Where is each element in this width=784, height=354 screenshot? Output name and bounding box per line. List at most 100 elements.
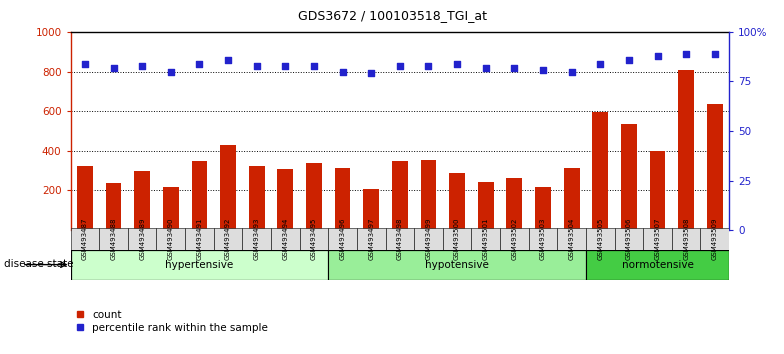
Bar [420, 160, 437, 230]
Bar [615, 228, 643, 250]
Bar [335, 168, 350, 230]
Text: GSM493507: GSM493507 [655, 218, 661, 260]
Text: GSM493491: GSM493491 [197, 218, 202, 260]
Bar [128, 228, 157, 250]
Text: GSM493490: GSM493490 [168, 218, 174, 260]
Bar [100, 228, 128, 250]
Point [336, 69, 349, 74]
Text: GSM493497: GSM493497 [368, 218, 374, 260]
Point [423, 63, 435, 68]
Point [136, 63, 148, 68]
Point [78, 61, 91, 67]
Bar [77, 166, 93, 230]
Bar [306, 163, 321, 230]
Text: GSM493500: GSM493500 [454, 218, 460, 260]
Text: hypertensive: hypertensive [165, 259, 234, 270]
Point [594, 61, 607, 67]
Bar [500, 228, 528, 250]
Bar [220, 145, 236, 230]
Bar [535, 187, 551, 230]
Bar [593, 112, 608, 230]
Text: GSM493488: GSM493488 [111, 218, 117, 260]
Bar [278, 169, 293, 230]
Text: GSM493501: GSM493501 [483, 218, 488, 260]
Bar [678, 69, 694, 230]
Bar [357, 228, 386, 250]
Text: GSM493503: GSM493503 [540, 218, 546, 260]
Text: GSM493487: GSM493487 [82, 218, 88, 260]
Text: normotensive: normotensive [622, 259, 694, 270]
Bar [328, 228, 357, 250]
Bar [586, 250, 729, 280]
Point [451, 61, 463, 67]
Point [193, 61, 205, 67]
Point [307, 63, 320, 68]
Bar [328, 250, 586, 280]
Point [537, 67, 550, 72]
Text: GSM493508: GSM493508 [683, 218, 689, 260]
Bar [163, 187, 179, 230]
Bar [106, 183, 122, 230]
Bar [707, 104, 723, 230]
Text: disease state: disease state [4, 259, 74, 269]
Bar [564, 168, 579, 230]
Point [680, 51, 692, 57]
Text: GSM493495: GSM493495 [311, 218, 317, 260]
Bar [214, 228, 242, 250]
Bar [443, 228, 471, 250]
Text: GSM493506: GSM493506 [626, 218, 632, 260]
Text: GSM493494: GSM493494 [282, 218, 289, 260]
Text: GDS3672 / 100103518_TGI_at: GDS3672 / 100103518_TGI_at [297, 9, 487, 22]
Point [222, 57, 234, 62]
Legend: count, percentile rank within the sample: count, percentile rank within the sample [76, 310, 268, 333]
Bar [249, 166, 264, 230]
Bar [650, 151, 666, 230]
Bar [392, 161, 408, 230]
Text: GSM493496: GSM493496 [339, 218, 346, 260]
Bar [586, 228, 615, 250]
Bar [449, 173, 465, 230]
Point [480, 65, 492, 70]
Bar [71, 228, 100, 250]
Bar [386, 228, 414, 250]
Bar [471, 228, 500, 250]
Point [622, 57, 635, 62]
Bar [157, 228, 185, 250]
Bar [621, 124, 637, 230]
Point [508, 65, 521, 70]
Point [394, 63, 406, 68]
Bar [643, 228, 672, 250]
Text: GSM493493: GSM493493 [254, 218, 260, 260]
Bar [528, 228, 557, 250]
Text: GSM493489: GSM493489 [139, 218, 145, 260]
Text: GSM493504: GSM493504 [568, 218, 575, 260]
Bar [191, 161, 207, 230]
Bar [71, 250, 328, 280]
Text: GSM493502: GSM493502 [511, 218, 517, 260]
Bar [299, 228, 328, 250]
Text: GSM493499: GSM493499 [426, 218, 431, 260]
Bar [506, 178, 522, 230]
Point [279, 63, 292, 68]
Bar [672, 228, 700, 250]
Bar [363, 189, 379, 230]
Bar [271, 228, 299, 250]
Point [250, 63, 263, 68]
Bar [134, 171, 150, 230]
Point [165, 69, 177, 74]
Bar [185, 228, 214, 250]
Point [652, 53, 664, 58]
Text: hypotensive: hypotensive [425, 259, 489, 270]
Bar [242, 228, 271, 250]
Point [365, 71, 377, 76]
Bar [557, 228, 586, 250]
Bar [700, 228, 729, 250]
Text: GSM493505: GSM493505 [597, 218, 603, 260]
Bar [414, 228, 443, 250]
Text: GSM493509: GSM493509 [712, 218, 718, 260]
Point [107, 65, 120, 70]
Text: GSM493498: GSM493498 [397, 218, 403, 260]
Bar [478, 182, 494, 230]
Text: GSM493492: GSM493492 [225, 218, 231, 260]
Point [709, 51, 721, 57]
